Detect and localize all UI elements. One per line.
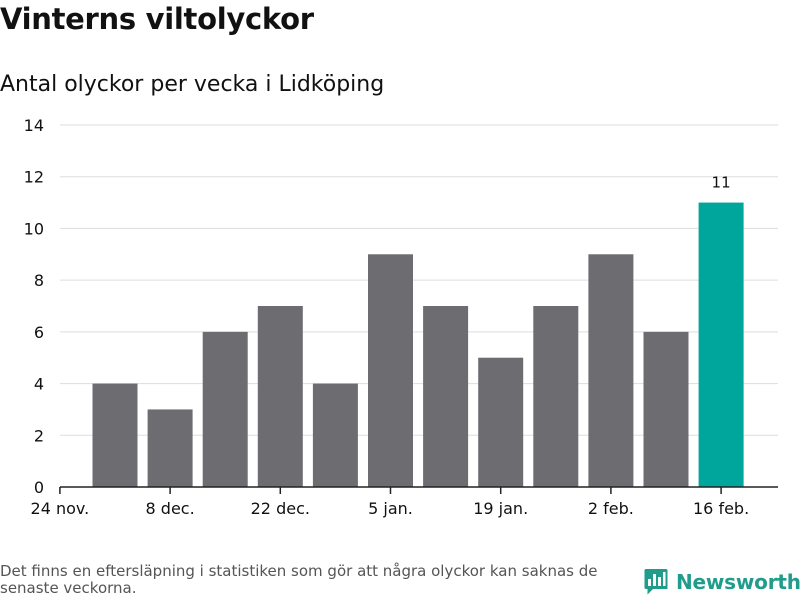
y-tick-label: 14: [24, 116, 44, 135]
y-tick-label: 8: [34, 271, 44, 290]
bar: [368, 254, 413, 487]
bar: [202, 331, 248, 487]
bar: [533, 306, 579, 487]
bar: [643, 331, 689, 487]
x-tick-label: 22 dec.: [251, 499, 310, 518]
bar: [423, 306, 469, 487]
data-labels: 11: [712, 174, 731, 192]
bar: [147, 409, 193, 487]
bar: [588, 254, 634, 487]
y-tick-label: 12: [24, 168, 44, 187]
y-tick-label: 4: [34, 375, 44, 394]
chart-subtitle: Antal olyckor per vecka i Lidköping: [0, 72, 385, 97]
x-tick-label: 16 feb.: [693, 499, 749, 518]
bar: [257, 306, 303, 487]
bar: [698, 202, 744, 488]
bar: [478, 357, 524, 487]
x-axis: 24 nov. 8 dec. 22 dec. 5 jan. 19 jan. 2 feb. 1…: [31, 486, 778, 518]
x-tick-label: 24 nov.: [31, 499, 90, 518]
brand-name: Newsworthy: [676, 570, 800, 594]
brand-logo: Newsworthy: [644, 568, 800, 596]
footnote: Det finns en eftersläpning i statistiken…: [0, 562, 598, 597]
x-tick-label: 5 jan.: [368, 499, 413, 518]
y-tick-label: 6: [34, 323, 44, 342]
y-tick-label: 2: [34, 426, 44, 445]
y-tick-label: 0: [34, 478, 44, 497]
bars: [92, 202, 744, 488]
x-tick-label: 2 feb.: [588, 499, 634, 518]
data-label: 11: [712, 174, 731, 192]
bar: [92, 383, 138, 487]
y-axis-ticks: 0 2 4 6 8 10 12 14: [24, 116, 44, 497]
y-tick-label: 10: [24, 219, 44, 238]
bar: [312, 383, 358, 487]
bar-chart-speech-bubble-icon: [644, 569, 668, 595]
x-tick-label: 19 jan.: [473, 499, 528, 518]
x-tick-label: 8 dec.: [146, 499, 195, 518]
chart-title: Vinterns viltolyckor: [0, 2, 314, 36]
